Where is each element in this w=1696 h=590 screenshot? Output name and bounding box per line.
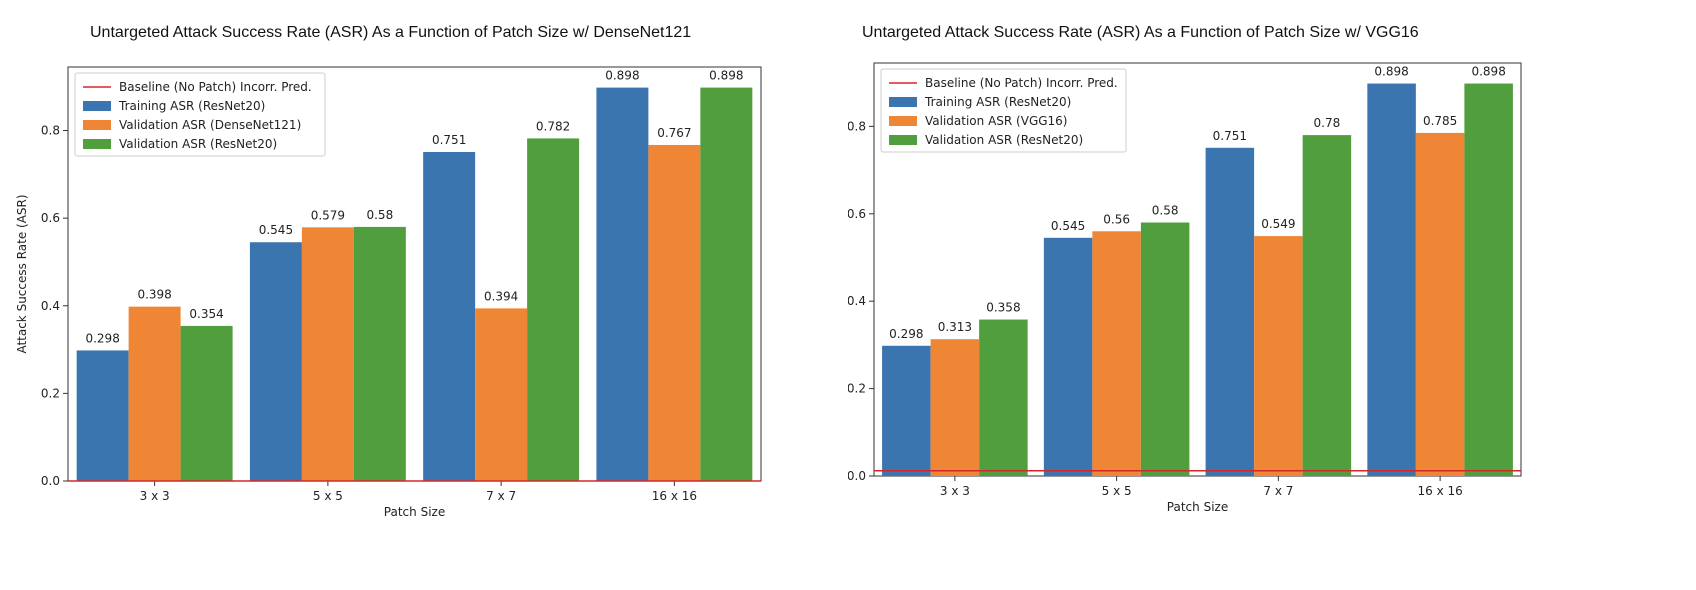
data-label: 0.56 [1103, 212, 1130, 226]
chart-title: Untargeted Attack Success Rate (ASR) As … [862, 24, 1419, 41]
legend: Baseline (No Patch) Incorr. Pred. Trainin… [880, 68, 1127, 153]
legend-label: Baseline (No Patch) Incorr. Pred. [925, 76, 1118, 90]
legend-swatch [889, 135, 917, 145]
bar [1464, 83, 1513, 476]
legend-label: Training ASR (ResNet20) [118, 99, 265, 113]
data-label: 0.898 [1471, 65, 1505, 79]
chart-panel-densenet121: Untargeted Attack Success Rate (ASR) As … [15, 24, 762, 519]
chart-title: Untargeted Attack Success Rate (ASR) As … [90, 24, 692, 41]
x-axis-label: Patch Size [384, 505, 445, 519]
data-label: 0.358 [986, 301, 1020, 315]
y-tick-label: 0.2 [41, 386, 60, 400]
bar-chart-densenet121: 0.0 0.2 0.4 0.6 0.8 3 x 3 0.298 0.398 0.354 5 x 5… [15, 66, 762, 519]
bar [882, 345, 931, 476]
bar [76, 350, 129, 481]
x-tick-label: 3 x 3 [140, 489, 170, 503]
legend-label: Validation ASR (VGG16) [925, 114, 1068, 128]
y-tick-label: 0.4 [848, 294, 866, 308]
data-label: 0.579 [311, 208, 345, 222]
y-tick-label: 0.2 [848, 382, 866, 396]
bar [930, 339, 980, 476]
legend-swatch [83, 101, 111, 111]
bar [1302, 135, 1352, 476]
bar [700, 87, 753, 481]
data-label: 0.782 [536, 119, 570, 133]
y-tick-label: 0.4 [41, 299, 60, 313]
data-label: 0.313 [938, 320, 972, 334]
y-tick-label: 0.6 [41, 211, 60, 225]
data-label: 0.898 [605, 69, 639, 83]
x-tick-label: 5 x 5 [1102, 484, 1132, 498]
legend-label: Baseline (No Patch) Incorr. Pred. [119, 80, 312, 94]
bar [1415, 132, 1465, 477]
legend-label: Validation ASR (ResNet20) [119, 137, 277, 151]
bar [1205, 147, 1255, 476]
bar [596, 87, 649, 481]
bar [1140, 222, 1190, 476]
x-tick-label: 5 x 5 [313, 489, 343, 503]
data-label: 0.394 [484, 289, 518, 303]
legend-label: Validation ASR (DenseNet121) [119, 118, 301, 132]
data-label: 0.751 [1213, 129, 1247, 143]
x-tick-label: 3 x 3 [940, 484, 970, 498]
legend-swatch [83, 139, 111, 149]
bar [475, 308, 528, 481]
chart-panel-vgg16: Untargeted Attack Success Rate (ASR) As … [848, 0, 1696, 590]
data-label: 0.549 [1261, 217, 1295, 231]
bar [180, 325, 233, 481]
legend: Baseline (No Patch) Incorr. Pred. Trainin… [74, 72, 326, 157]
bar [1367, 83, 1416, 476]
data-label: 0.298 [889, 327, 923, 341]
bar-chart-vgg16: 0.0 0.2 0.4 0.6 0.8 3 x 3 0.298 0.313 0.358 5 x 5… [848, 62, 1522, 514]
y-axis-label: Attack Success Rate (ASR) [15, 194, 29, 353]
x-tick-label: 7 x 7 [486, 489, 516, 503]
bar [301, 227, 354, 481]
data-label: 0.545 [259, 223, 293, 237]
legend-box [880, 68, 1127, 153]
y-tick-label: 0.0 [41, 474, 60, 488]
legend-swatch [889, 116, 917, 126]
bar [249, 242, 302, 481]
legend-swatch [83, 120, 111, 130]
legend-label: Training ASR (ResNet20) [924, 95, 1071, 109]
bar [979, 319, 1028, 476]
data-label: 0.898 [1374, 65, 1408, 79]
x-axis-label: Patch Size [1167, 500, 1228, 514]
legend-box [74, 72, 326, 157]
data-label: 0.58 [1152, 204, 1179, 218]
y-tick-label: 0.0 [848, 469, 866, 483]
data-label: 0.785 [1423, 114, 1457, 128]
x-tick-label: 16 x 16 [1417, 484, 1462, 498]
legend-label: Validation ASR (ResNet20) [925, 133, 1083, 147]
data-label: 0.58 [366, 208, 393, 222]
data-label: 0.751 [432, 133, 466, 147]
data-label: 0.78 [1314, 116, 1341, 130]
data-label: 0.545 [1051, 219, 1085, 233]
x-tick-label: 16 x 16 [652, 489, 697, 503]
data-label: 0.898 [709, 69, 743, 83]
bar [648, 144, 701, 481]
data-label: 0.298 [85, 331, 119, 345]
data-label: 0.767 [657, 126, 691, 140]
bar [353, 226, 406, 481]
bar [1092, 231, 1141, 476]
bar [1043, 237, 1093, 476]
bar [128, 306, 181, 481]
data-label: 0.354 [189, 307, 223, 321]
bar [1254, 236, 1303, 476]
y-tick-label: 0.8 [41, 124, 60, 138]
bar [423, 151, 476, 481]
plot-frame [873, 62, 1522, 477]
x-tick-label: 7 x 7 [1263, 484, 1293, 498]
y-tick-label: 0.8 [848, 119, 866, 133]
bar [527, 138, 580, 481]
data-label: 0.398 [137, 288, 171, 302]
legend-swatch [889, 97, 917, 107]
y-tick-label: 0.6 [848, 207, 866, 221]
